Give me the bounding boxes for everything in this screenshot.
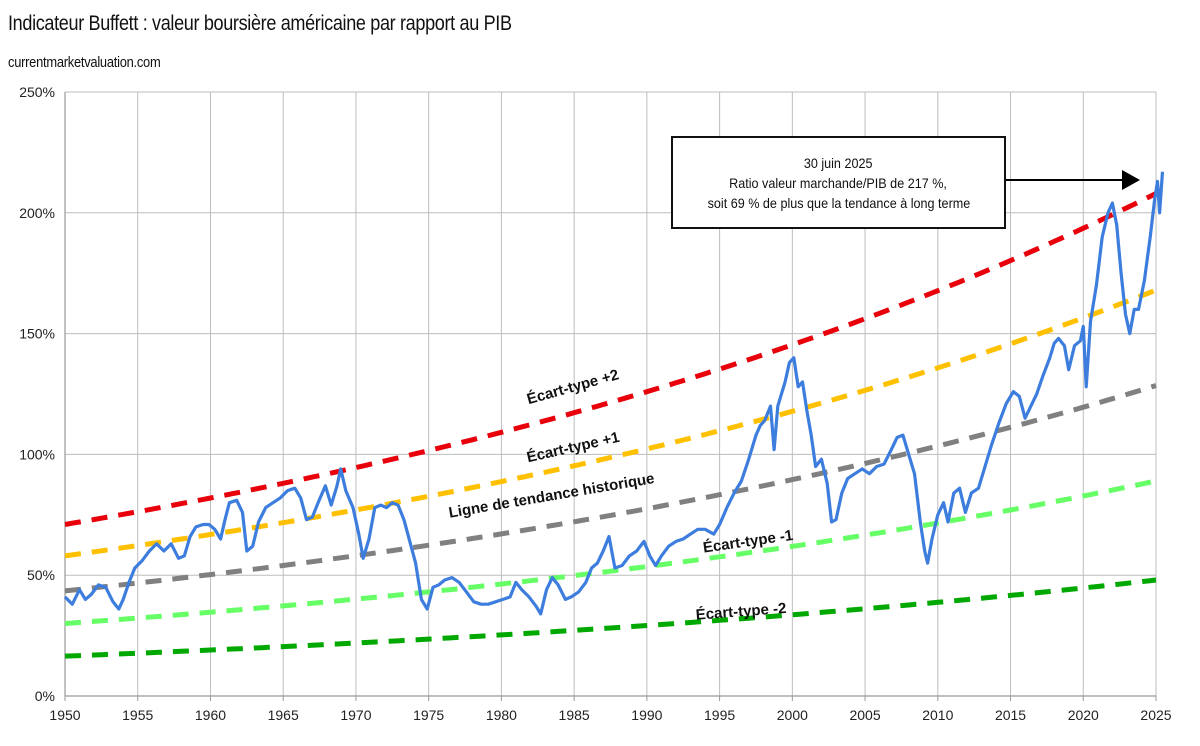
chart-source: currentmarketvaluation.com	[8, 54, 161, 71]
band-label: Écart-type -2	[695, 600, 787, 624]
x-tick-label: 2015	[995, 707, 1026, 723]
data-series	[63, 171, 1165, 616]
band-ligne-de-tendance-historique	[64, 383, 1157, 594]
annotation-trend: soit 69 % de plus que la tendance à long…	[707, 194, 970, 211]
annotation-arrow	[1006, 170, 1140, 190]
deviation-bands	[64, 191, 1158, 659]
annotation-box: 30 juin 2025 Ratio valeur marchande/PIB …	[671, 136, 1006, 229]
x-tick-label: 1950	[49, 707, 80, 723]
x-tick-label: 2005	[849, 707, 880, 723]
x-tick-label: 1965	[268, 707, 299, 723]
x-tick-label: 1985	[559, 707, 590, 723]
x-tick-label: 2000	[777, 707, 808, 723]
x-tick-label: 2025	[1140, 707, 1171, 723]
market-cap-gdp-line	[63, 171, 1165, 616]
y-tick-label: 50%	[27, 567, 55, 583]
x-tick-label: 1980	[486, 707, 517, 723]
x-tick-label: 1990	[631, 707, 662, 723]
band--cart-type-+1	[64, 287, 1157, 559]
band--cart-type--2	[64, 577, 1157, 659]
band--cart-type-+2	[64, 191, 1158, 527]
axes: 0% 50% 100% 150% 200% 250% 1950 1955 1960 1965 197…	[19, 84, 1172, 723]
annotation-date: 30 juin 2025	[804, 154, 873, 171]
chart-title: Indicateur Buffett : valeur boursière am…	[8, 12, 512, 35]
band--cart-type--1	[64, 478, 1157, 626]
y-tick-label: 150%	[19, 326, 55, 342]
x-tick-label: 1970	[340, 707, 371, 723]
x-tick-label: 1960	[195, 707, 226, 723]
annotation-ratio: Ratio valeur marchande/PIB de 217 %,	[729, 174, 948, 191]
y-tick-label: 200%	[19, 205, 55, 221]
x-tick-label: 1995	[704, 707, 735, 723]
x-tick-label: 1955	[122, 707, 153, 723]
band-label: Ligne de tendance historique	[447, 470, 655, 522]
y-tick-label: 250%	[19, 84, 55, 100]
x-tick-label: 2020	[1068, 707, 1099, 723]
y-tick-label: 100%	[19, 446, 55, 462]
x-tick-label: 2010	[922, 707, 953, 723]
arrow-head-icon	[1122, 170, 1140, 190]
x-tick-label: 1975	[413, 707, 444, 723]
y-tick-label: 0%	[35, 688, 55, 704]
